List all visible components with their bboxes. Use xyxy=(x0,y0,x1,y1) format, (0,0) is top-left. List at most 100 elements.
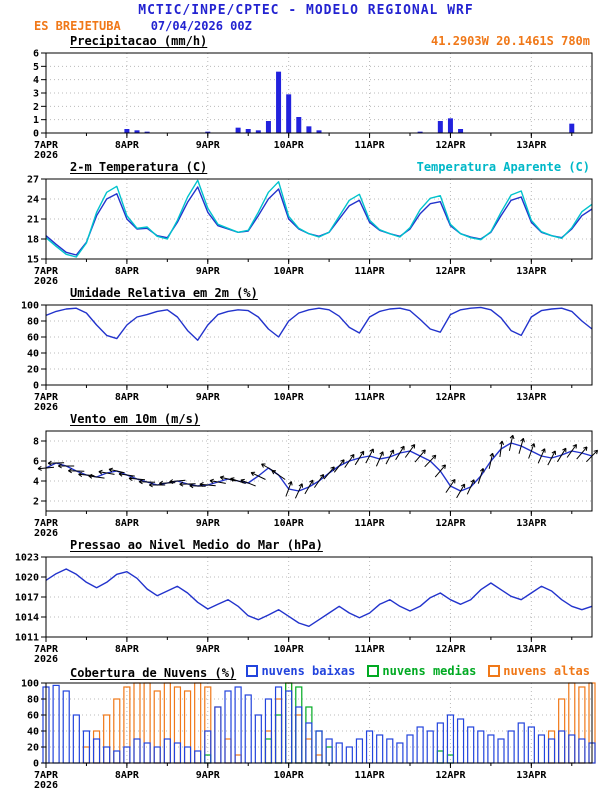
svg-text:40: 40 xyxy=(27,727,39,738)
temperature-title-row: 2-m Temperatura (C) Temperatura Aparente… xyxy=(0,160,612,175)
panel-wind: Vento em 10m (m/s) 2 4 6 8 7APR 2026 8APR 9APR 1… xyxy=(0,412,612,537)
svg-text:60: 60 xyxy=(27,333,39,344)
svg-text:2026: 2026 xyxy=(34,780,58,789)
svg-text:8APR: 8APR xyxy=(115,770,140,781)
svg-text:1014: 1014 xyxy=(15,613,39,624)
svg-text:60: 60 xyxy=(27,711,39,722)
svg-text:10APR: 10APR xyxy=(274,644,305,655)
panel-humidity: Umidade Relativa em 2m (%) 0 20 40 60 80 100 7… xyxy=(0,286,612,411)
svg-text:7APR: 7APR xyxy=(34,392,59,403)
svg-text:7APR: 7APR xyxy=(34,518,59,529)
legend-item-mid-clouds: nuvens medias xyxy=(367,664,476,678)
svg-text:24: 24 xyxy=(27,195,39,206)
svg-text:12APR: 12APR xyxy=(435,518,466,529)
svg-text:2: 2 xyxy=(33,102,39,113)
svg-text:12APR: 12APR xyxy=(435,140,466,151)
svg-text:9APR: 9APR xyxy=(196,266,221,277)
svg-text:2026: 2026 xyxy=(34,402,58,411)
cloud-cover-legend: nuvens baixas nuvens medias nuvens altas xyxy=(246,664,590,678)
svg-text:7APR: 7APR xyxy=(34,770,59,781)
svg-text:13APR: 13APR xyxy=(516,140,547,151)
panel-pressure: Pressao ao Nivel Medio do Mar (hPa) 1011… xyxy=(0,538,612,663)
svg-text:2: 2 xyxy=(33,497,39,508)
svg-text:18: 18 xyxy=(27,235,39,246)
svg-text:4: 4 xyxy=(33,75,39,86)
svg-text:8: 8 xyxy=(33,437,39,448)
header-subline: ES BREJETUBA 07/04/2026 00Z xyxy=(0,19,612,33)
pressure-title: Pressao ao Nivel Medio do Mar (hPa) xyxy=(70,538,323,552)
svg-text:11APR: 11APR xyxy=(355,392,386,403)
svg-text:11APR: 11APR xyxy=(355,266,386,277)
apparent-temperature-label: Temperatura Aparente (C) xyxy=(416,160,590,174)
svg-text:8APR: 8APR xyxy=(115,140,140,151)
svg-text:11APR: 11APR xyxy=(355,770,386,781)
svg-text:11APR: 11APR xyxy=(355,644,386,655)
svg-text:0: 0 xyxy=(33,129,39,140)
svg-text:12APR: 12APR xyxy=(435,770,466,781)
svg-text:6: 6 xyxy=(33,457,39,468)
svg-text:27: 27 xyxy=(27,175,39,186)
svg-text:13APR: 13APR xyxy=(516,518,547,529)
legend-item-low-clouds: nuvens baixas xyxy=(246,664,355,678)
svg-text:13APR: 13APR xyxy=(516,392,547,403)
svg-text:12APR: 12APR xyxy=(435,392,466,403)
svg-text:13APR: 13APR xyxy=(516,770,547,781)
svg-text:1020: 1020 xyxy=(15,573,39,584)
svg-text:15: 15 xyxy=(27,255,39,266)
precipitation-title: Precipitacao (mm/h) xyxy=(70,34,208,48)
svg-text:21: 21 xyxy=(27,215,39,226)
model-run-time: 07/04/2026 00Z xyxy=(150,19,252,33)
svg-text:80: 80 xyxy=(27,317,39,328)
station-coordinates: 41.2903W 20.1461S 780m xyxy=(431,34,590,48)
svg-text:10APR: 10APR xyxy=(274,140,305,151)
svg-text:100: 100 xyxy=(21,679,39,690)
temperature-title: 2-m Temperatura (C) xyxy=(70,160,208,174)
svg-text:11APR: 11APR xyxy=(355,140,386,151)
cloud-cover-title-row: Cobertura de Nuvens (%) nuvens baixas nu… xyxy=(0,664,612,680)
svg-text:8APR: 8APR xyxy=(115,518,140,529)
svg-text:40: 40 xyxy=(27,349,39,360)
svg-text:2026: 2026 xyxy=(34,528,58,537)
svg-text:2026: 2026 xyxy=(34,276,58,285)
precipitation-title-row: Precipitacao (mm/h) 41.2903W 20.1461S 78… xyxy=(0,34,612,49)
page-title: MCTIC/INPE/CPTEC - MODELO REGIONAL WRF xyxy=(138,3,474,18)
svg-text:12APR: 12APR xyxy=(435,266,466,277)
mid-clouds-swatch-icon xyxy=(367,665,380,677)
svg-text:12APR: 12APR xyxy=(435,644,466,655)
svg-text:10APR: 10APR xyxy=(274,392,305,403)
svg-text:1023: 1023 xyxy=(15,553,39,564)
low-clouds-label: nuvens baixas xyxy=(261,664,356,678)
svg-text:7APR: 7APR xyxy=(34,266,59,277)
high-clouds-label: nuvens altas xyxy=(503,664,590,678)
svg-text:10APR: 10APR xyxy=(274,266,305,277)
svg-text:0: 0 xyxy=(33,759,39,770)
svg-text:3: 3 xyxy=(33,89,39,100)
panel-precipitation: Precipitacao (mm/h) 41.2903W 20.1461S 78… xyxy=(0,34,612,159)
svg-text:9APR: 9APR xyxy=(196,644,221,655)
legend-item-high-clouds: nuvens altas xyxy=(488,664,590,678)
panel-cloud-cover: Cobertura de Nuvens (%) nuvens baixas nu… xyxy=(0,664,612,789)
svg-text:9APR: 9APR xyxy=(196,770,221,781)
svg-text:100: 100 xyxy=(21,301,39,312)
svg-text:13APR: 13APR xyxy=(516,644,547,655)
svg-text:8APR: 8APR xyxy=(115,266,140,277)
svg-text:80: 80 xyxy=(27,695,39,706)
wind-title: Vento em 10m (m/s) xyxy=(70,412,201,426)
svg-text:2026: 2026 xyxy=(34,654,58,663)
svg-text:13APR: 13APR xyxy=(516,266,547,277)
svg-text:8APR: 8APR xyxy=(115,644,140,655)
wind-title-row: Vento em 10m (m/s) xyxy=(0,412,612,427)
svg-text:4: 4 xyxy=(33,477,39,488)
svg-text:0: 0 xyxy=(33,381,39,392)
svg-text:9APR: 9APR xyxy=(196,518,221,529)
svg-text:7APR: 7APR xyxy=(34,644,59,655)
station-name: ES BREJETUBA xyxy=(34,19,121,33)
cloud-cover-title: Cobertura de Nuvens (%) xyxy=(70,666,237,680)
